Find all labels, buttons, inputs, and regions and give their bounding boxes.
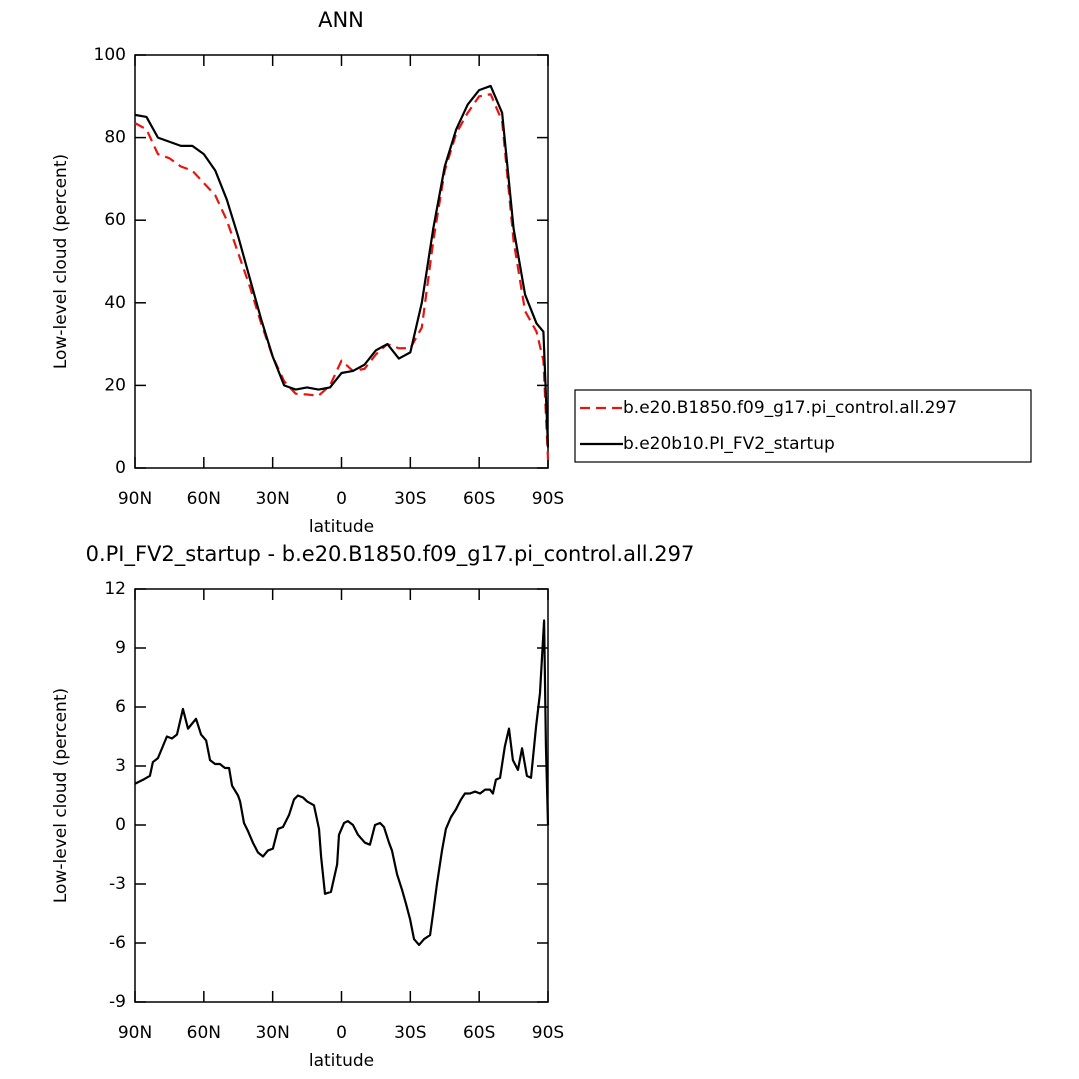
x-axis-label: latitude (309, 517, 374, 537)
chart-title: 0.PI_FV2_startup - b.e20.B1850.f09_g17.p… (86, 542, 695, 567)
y-tick-label: 80 (104, 128, 126, 148)
series-line (134, 84, 550, 448)
y-axis-label: Low-level cloud (percent) (51, 154, 71, 369)
x-tick-label: 30S (394, 1023, 426, 1043)
series-line (134, 619, 550, 947)
y-tick-label: 100 (94, 45, 126, 65)
legend: b.e20.B1850.f09_g17.pi_control.all.297 b.… (574, 389, 1032, 463)
x-tick-label: 90N (118, 1023, 152, 1043)
x-tick-label: 30N (255, 489, 289, 509)
legend-label: b.e20b10.PI_FV2_startup (623, 434, 835, 454)
y-tick-label: 40 (104, 293, 126, 313)
legend-label: b.e20.B1850.f09_g17.pi_control.all.297 (623, 398, 957, 418)
x-tick-label: 60N (187, 489, 221, 509)
y-tick-label: 20 (104, 375, 126, 395)
y-tick-label: 3 (115, 756, 126, 776)
x-tick-label: 90S (532, 489, 564, 509)
x-tick-label: 30N (255, 1023, 289, 1043)
series-line (134, 93, 550, 460)
plot-frame (134, 588, 549, 1003)
x-tick-label: 90N (118, 489, 152, 509)
x-axis-label: latitude (309, 1051, 374, 1071)
y-axis-label: Low-level cloud (percent) (51, 688, 71, 903)
plot-frame (134, 54, 549, 469)
x-tick-label: 60N (187, 1023, 221, 1043)
y-tick-label: 6 (115, 697, 126, 717)
y-tick-label: 9 (115, 638, 126, 658)
chart-title: ANN (318, 8, 364, 32)
x-tick-label: 90S (532, 1023, 564, 1043)
y-tick-label: -6 (109, 933, 126, 953)
y-tick-label: 0 (115, 458, 126, 478)
y-tick-label: 12 (104, 579, 126, 599)
legend-box (574, 389, 1032, 463)
x-tick-label: 30S (394, 489, 426, 509)
x-tick-label: 0 (336, 1023, 347, 1043)
y-tick-label: -9 (109, 992, 126, 1012)
y-tick-label: 0 (115, 815, 126, 835)
y-tick-label: 60 (104, 210, 126, 230)
x-tick-label: 60S (463, 489, 495, 509)
y-tick-label: -3 (109, 874, 126, 894)
x-tick-label: 0 (336, 489, 347, 509)
x-tick-label: 60S (463, 1023, 495, 1043)
